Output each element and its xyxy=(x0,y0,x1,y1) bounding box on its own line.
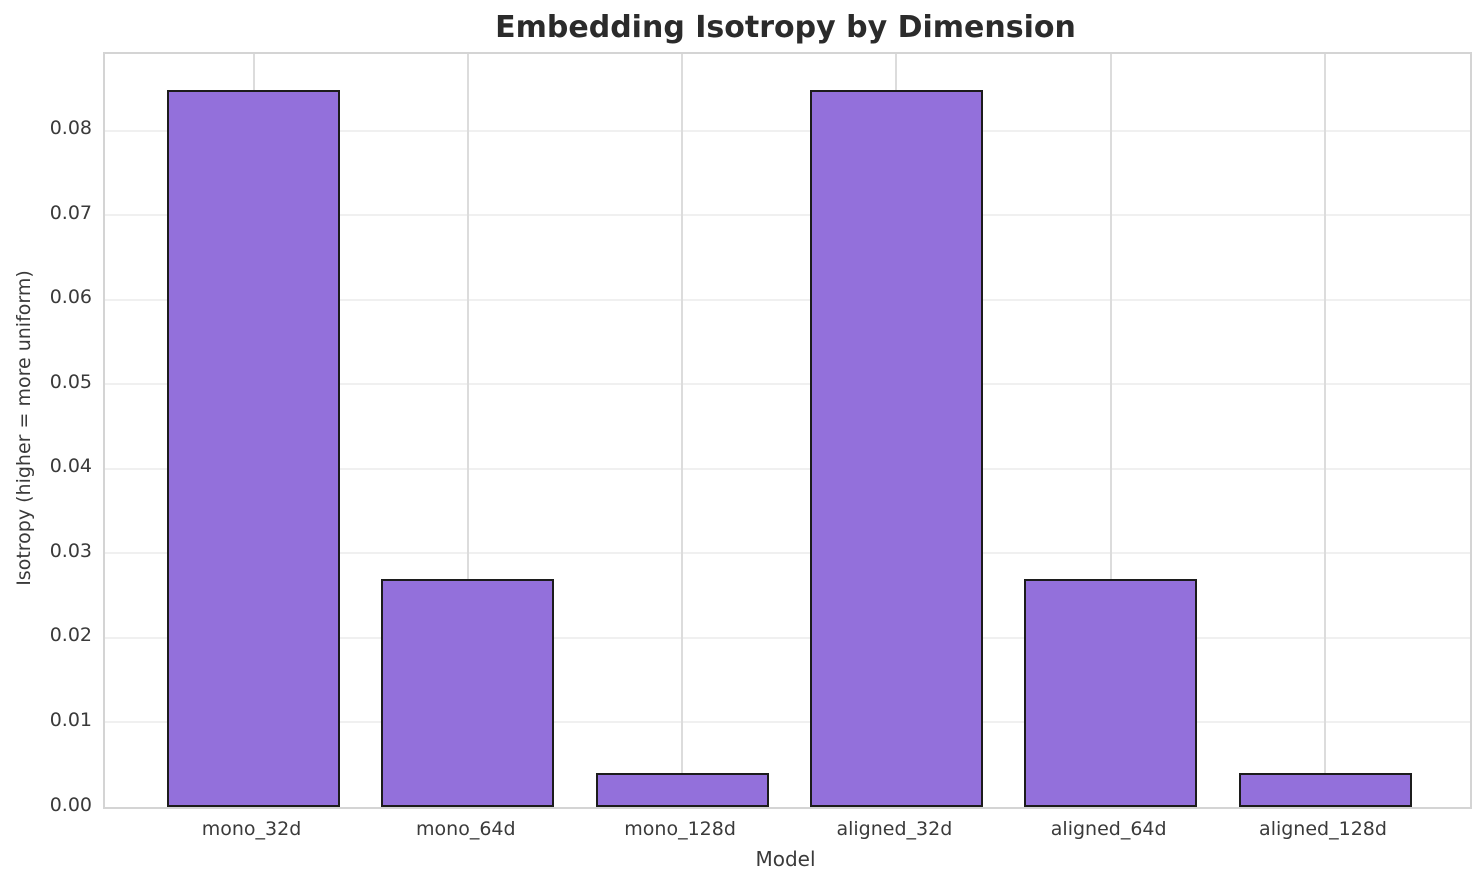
vertical-gridline xyxy=(1324,54,1326,807)
vertical-gridline xyxy=(1109,54,1112,807)
bar-aligned_64d xyxy=(1024,579,1198,807)
y-axis-label: Isotropy (higher = more uniform) xyxy=(13,270,35,586)
horizontal-gridline xyxy=(105,214,1470,217)
horizontal-gridline xyxy=(105,721,1470,724)
chart-title: Embedding Isotropy by Dimension xyxy=(495,10,1076,45)
bar-mono_32d xyxy=(167,90,340,807)
y-tick-label: 0.03 xyxy=(49,539,92,562)
x-tick-label: mono_32d xyxy=(201,818,302,840)
x-tick-label: aligned_64d xyxy=(1050,818,1167,840)
horizontal-gridline xyxy=(105,383,1470,386)
y-tick-label: 0.01 xyxy=(49,708,92,731)
vertical-gridline xyxy=(466,54,469,807)
bar-mono_128d xyxy=(595,773,769,807)
plot-area xyxy=(103,52,1472,809)
vertical-gridline xyxy=(681,54,684,807)
horizontal-gridline xyxy=(105,636,1470,639)
x-tick-label: aligned_128d xyxy=(1259,818,1387,840)
horizontal-gridline xyxy=(105,552,1470,555)
y-tick-label: 0.04 xyxy=(49,455,92,478)
horizontal-gridline xyxy=(105,467,1470,470)
bar-aligned_128d xyxy=(1238,773,1412,807)
y-tick-label: 0.06 xyxy=(49,286,92,309)
bar-aligned_32d xyxy=(809,90,983,807)
horizontal-gridline xyxy=(105,298,1470,301)
y-tick-label: 0.07 xyxy=(49,201,92,224)
y-tick-label: 0.05 xyxy=(49,370,92,393)
horizontal-gridline xyxy=(105,129,1470,132)
y-tick-label: 0.02 xyxy=(49,624,92,647)
x-tick-label: mono_64d xyxy=(416,818,516,840)
bar-mono_64d xyxy=(381,579,555,807)
x-axis-label: Model xyxy=(755,847,816,871)
y-tick-label: 0.08 xyxy=(49,117,92,140)
x-tick-label: mono_128d xyxy=(624,818,736,840)
x-tick-label: aligned_32d xyxy=(836,818,953,840)
y-tick-label: 0.00 xyxy=(49,793,92,816)
